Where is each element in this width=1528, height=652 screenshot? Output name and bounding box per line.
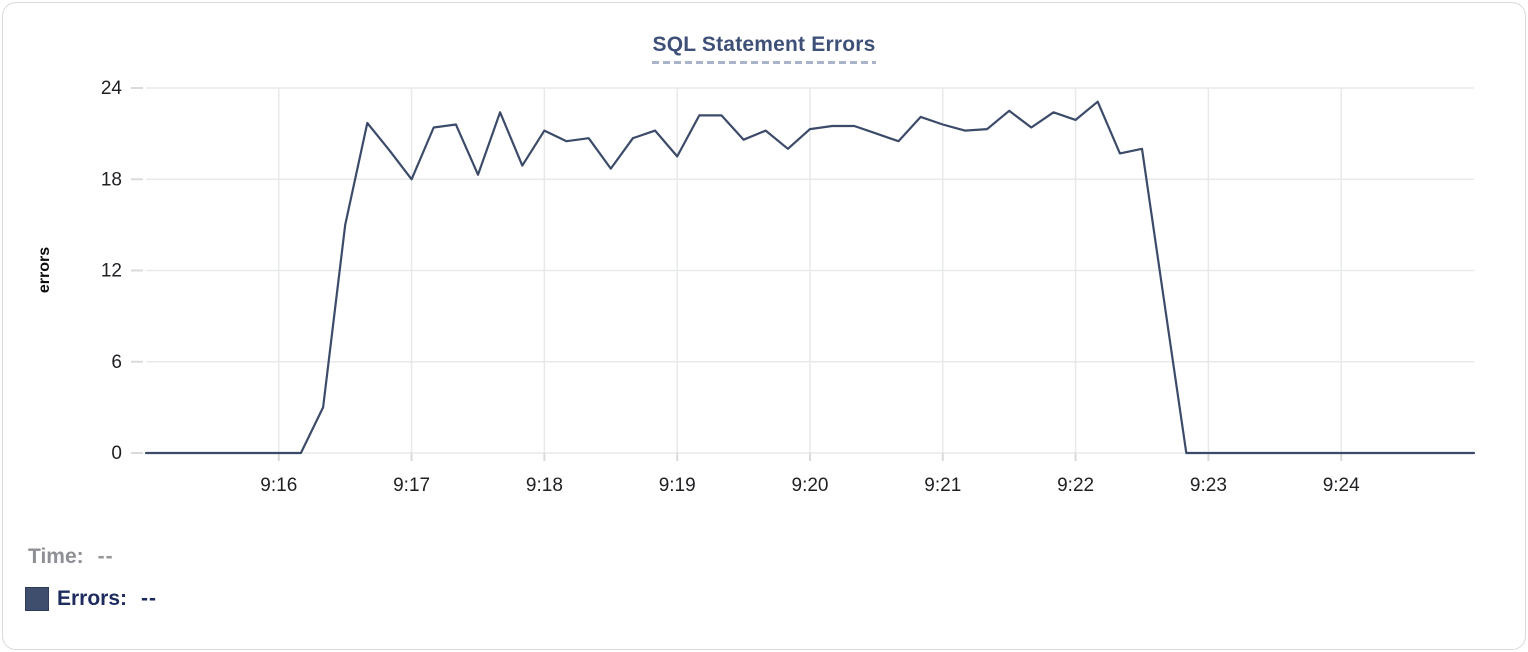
y-axis-title: errors — [36, 246, 53, 294]
legend-errors-label: Errors: — [57, 587, 128, 610]
y-tick-label: 12 — [101, 261, 122, 282]
y-tick-label: 24 — [101, 78, 123, 99]
legend-row-time: Time: -- — [28, 545, 114, 569]
legend-time-label: Time: — [28, 545, 84, 568]
legend-row-errors: Errors: -- — [25, 587, 157, 611]
x-tick-label: 9:23 — [1190, 475, 1227, 496]
legend-time-value: -- — [97, 545, 114, 568]
x-tick-label: 9:19 — [659, 475, 696, 496]
x-tick-label: 9:20 — [792, 475, 829, 496]
x-tick-label: 9:16 — [260, 475, 297, 496]
chart-header: SQL Statement Errors — [3, 33, 1525, 64]
chart-canvas[interactable]: 0 6 12 18 24 9:16 9:17 9:18 9:19 9:20 9:21 9:22 9:23… — [3, 3, 1528, 652]
x-tick-label: 9:24 — [1323, 475, 1360, 496]
legend-errors-value: -- — [141, 587, 158, 610]
y-tick-label: 6 — [111, 352, 122, 373]
errors-series-swatch — [25, 587, 49, 611]
x-tick-label: 9:18 — [526, 475, 563, 496]
x-tick-label: 9:21 — [924, 475, 961, 496]
errors-series-line — [144, 100, 1476, 455]
chart-title[interactable]: SQL Statement Errors — [652, 33, 876, 64]
y-tick-label: 18 — [101, 169, 122, 190]
x-tick-label: 9:17 — [393, 475, 430, 496]
y-tick-label: 0 — [111, 443, 122, 464]
x-tick-label: 9:22 — [1057, 475, 1094, 496]
